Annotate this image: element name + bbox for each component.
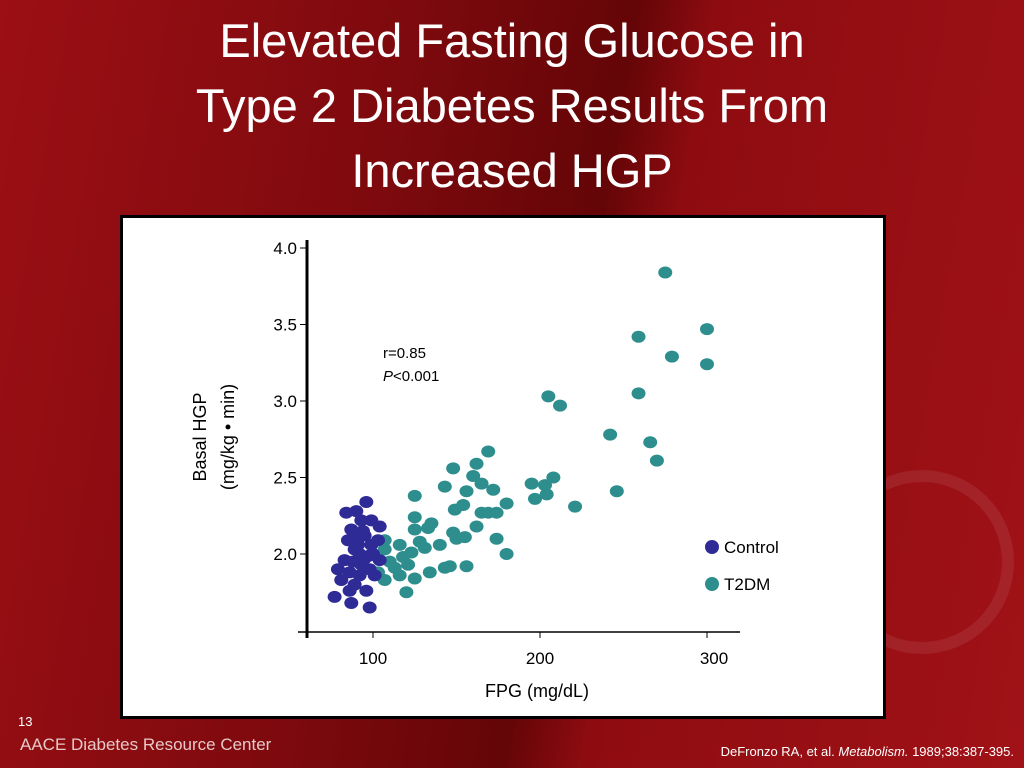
data-point-t2dm bbox=[486, 483, 501, 496]
data-point-control bbox=[345, 555, 360, 568]
data-point-control bbox=[359, 584, 374, 597]
x-tick-label: 100 bbox=[359, 649, 387, 668]
data-point-t2dm bbox=[489, 506, 504, 519]
y-axis-label: (mg/kg • min) bbox=[218, 384, 238, 490]
data-point-t2dm bbox=[643, 436, 658, 449]
data-point-t2dm bbox=[459, 560, 474, 573]
data-point-t2dm bbox=[527, 492, 542, 505]
x-tick-label: 300 bbox=[700, 649, 728, 668]
r-annotation: r=0.85 bbox=[383, 345, 426, 362]
data-point-t2dm bbox=[417, 541, 432, 554]
data-point-control bbox=[372, 520, 387, 533]
data-point-t2dm bbox=[446, 462, 461, 475]
data-point-t2dm bbox=[421, 521, 436, 534]
citation-journal: Metabolism. bbox=[838, 744, 909, 759]
data-point-t2dm bbox=[539, 488, 554, 501]
data-point-t2dm bbox=[609, 485, 624, 498]
data-point-control bbox=[359, 495, 374, 508]
data-point-t2dm bbox=[377, 543, 392, 556]
data-point-t2dm bbox=[489, 532, 504, 545]
data-point-t2dm bbox=[396, 551, 411, 564]
data-point-control bbox=[371, 534, 386, 547]
data-point-t2dm bbox=[546, 471, 561, 484]
legend-marker bbox=[705, 577, 719, 591]
y-tick-label: 3.0 bbox=[273, 392, 297, 411]
citation: DeFronzo RA, et al. Metabolism. 1989;38:… bbox=[721, 744, 1014, 759]
data-point-t2dm bbox=[538, 479, 553, 492]
citation-authors: DeFronzo RA, et al. bbox=[720, 744, 839, 759]
data-point-t2dm bbox=[568, 500, 583, 513]
data-point-control bbox=[367, 569, 382, 582]
data-point-control bbox=[339, 506, 354, 519]
data-point-t2dm bbox=[447, 503, 462, 516]
data-point-t2dm bbox=[603, 428, 618, 441]
data-point-t2dm bbox=[437, 480, 452, 493]
data-point-control bbox=[330, 563, 345, 576]
data-point-t2dm bbox=[649, 454, 664, 467]
data-point-t2dm bbox=[474, 477, 489, 490]
data-point-t2dm bbox=[449, 532, 464, 545]
data-point-control bbox=[349, 529, 364, 542]
data-point-control bbox=[366, 548, 380, 560]
legend-label: Control bbox=[724, 538, 779, 557]
data-point-t2dm bbox=[407, 572, 422, 585]
data-point-t2dm bbox=[437, 561, 452, 574]
chart-panel bbox=[120, 215, 886, 719]
data-point-t2dm bbox=[469, 520, 484, 533]
data-point-control bbox=[344, 596, 359, 609]
citation-details: 1989;38:387-395. bbox=[908, 744, 1014, 759]
title-line: Type 2 Diabetes Results From bbox=[195, 79, 829, 132]
data-point-control bbox=[342, 584, 357, 597]
data-point-t2dm bbox=[432, 538, 447, 551]
data-point-t2dm bbox=[422, 566, 437, 579]
y-axis-label: Basal HGP bbox=[190, 392, 210, 481]
data-point-control bbox=[362, 601, 377, 614]
data-point-t2dm bbox=[524, 477, 539, 490]
data-point-t2dm bbox=[407, 523, 422, 536]
data-point-t2dm bbox=[553, 399, 568, 412]
data-point-control bbox=[354, 514, 369, 527]
footer-brand: AACE Diabetes Resource Center bbox=[20, 735, 272, 754]
slide-number: 13 bbox=[18, 714, 33, 729]
data-point-t2dm bbox=[469, 457, 484, 470]
slide-title: Elevated Fasting Glucose in Type 2 Diabe… bbox=[0, 8, 1024, 203]
data-point-t2dm bbox=[407, 489, 422, 502]
data-point-t2dm bbox=[631, 387, 646, 400]
data-point-t2dm bbox=[700, 323, 714, 336]
data-point-t2dm bbox=[541, 390, 556, 403]
data-point-control bbox=[352, 569, 367, 582]
data-point-t2dm bbox=[399, 586, 414, 599]
data-point-control bbox=[334, 574, 349, 587]
y-tick-label: 2.5 bbox=[273, 469, 297, 488]
data-point-t2dm bbox=[481, 445, 496, 458]
data-point-t2dm bbox=[466, 469, 481, 482]
y-tick-label: 3.5 bbox=[273, 316, 297, 335]
y-tick-label: 2.0 bbox=[273, 545, 297, 564]
data-point-t2dm bbox=[664, 350, 679, 363]
legend-label: T2DM bbox=[724, 575, 770, 594]
x-axis-label: FPG (mg/dL) bbox=[485, 681, 589, 701]
data-point-t2dm bbox=[459, 485, 474, 498]
data-point-t2dm bbox=[631, 330, 646, 343]
data-point-t2dm bbox=[392, 538, 407, 551]
x-tick-label: 200 bbox=[526, 649, 554, 668]
data-point-control bbox=[327, 590, 342, 603]
data-point-t2dm bbox=[658, 266, 673, 279]
data-point-t2dm bbox=[499, 497, 514, 510]
data-point-t2dm bbox=[700, 358, 714, 371]
title-line: Increased HGP bbox=[351, 144, 673, 197]
data-point-t2dm bbox=[407, 511, 422, 524]
legend-marker bbox=[705, 540, 719, 554]
title-line: Elevated Fasting Glucose in bbox=[219, 14, 805, 67]
p-annotation: P<0.001 bbox=[383, 368, 439, 385]
y-tick-label: 4.0 bbox=[273, 239, 297, 258]
data-point-t2dm bbox=[499, 548, 514, 560]
